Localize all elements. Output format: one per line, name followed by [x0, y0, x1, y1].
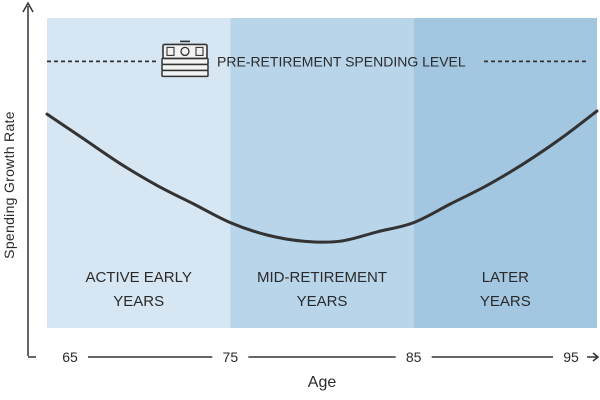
reference-line-label: PRE-RETIREMENT SPENDING LEVEL — [217, 53, 466, 69]
x-tick-label-75: 75 — [223, 349, 239, 365]
y-axis-arrow — [22, 1, 34, 13]
cash-stack-icon — [161, 40, 209, 78]
phase-band-3 — [413, 18, 597, 328]
pre-retirement-reference: PRE-RETIREMENT SPENDING LEVEL — [47, 40, 589, 78]
x-tick-label-65: 65 — [62, 349, 78, 365]
x-tick-label-95: 95 — [563, 349, 579, 365]
phase-label-2-line-2: YEARS — [297, 293, 348, 310]
spending-curve — [45, 109, 599, 244]
phase-label-1-line-2: YEARS — [113, 293, 164, 310]
axes — [22, 1, 34, 356]
x-tick-label-85: 85 — [406, 349, 422, 365]
phase-labels: ACTIVE EARLY YEARS MID-RETIREMENT YEARS LATE… — [85, 269, 530, 310]
phase-label-1-line-1: ACTIVE EARLY — [85, 269, 191, 286]
x-axis-title: Age — [308, 374, 337, 391]
y-axis-title: Spending Growth Rate — [1, 111, 17, 259]
phase-label-3-line-2: YEARS — [480, 293, 531, 310]
phase-band-2 — [230, 18, 414, 328]
x-axis: 65 75 85 95 — [28, 349, 600, 365]
phase-label-3-line-1: LATER — [482, 269, 529, 286]
x-axis-arrow — [587, 352, 600, 362]
phase-label-2-line-1: MID-RETIREMENT — [257, 269, 387, 286]
